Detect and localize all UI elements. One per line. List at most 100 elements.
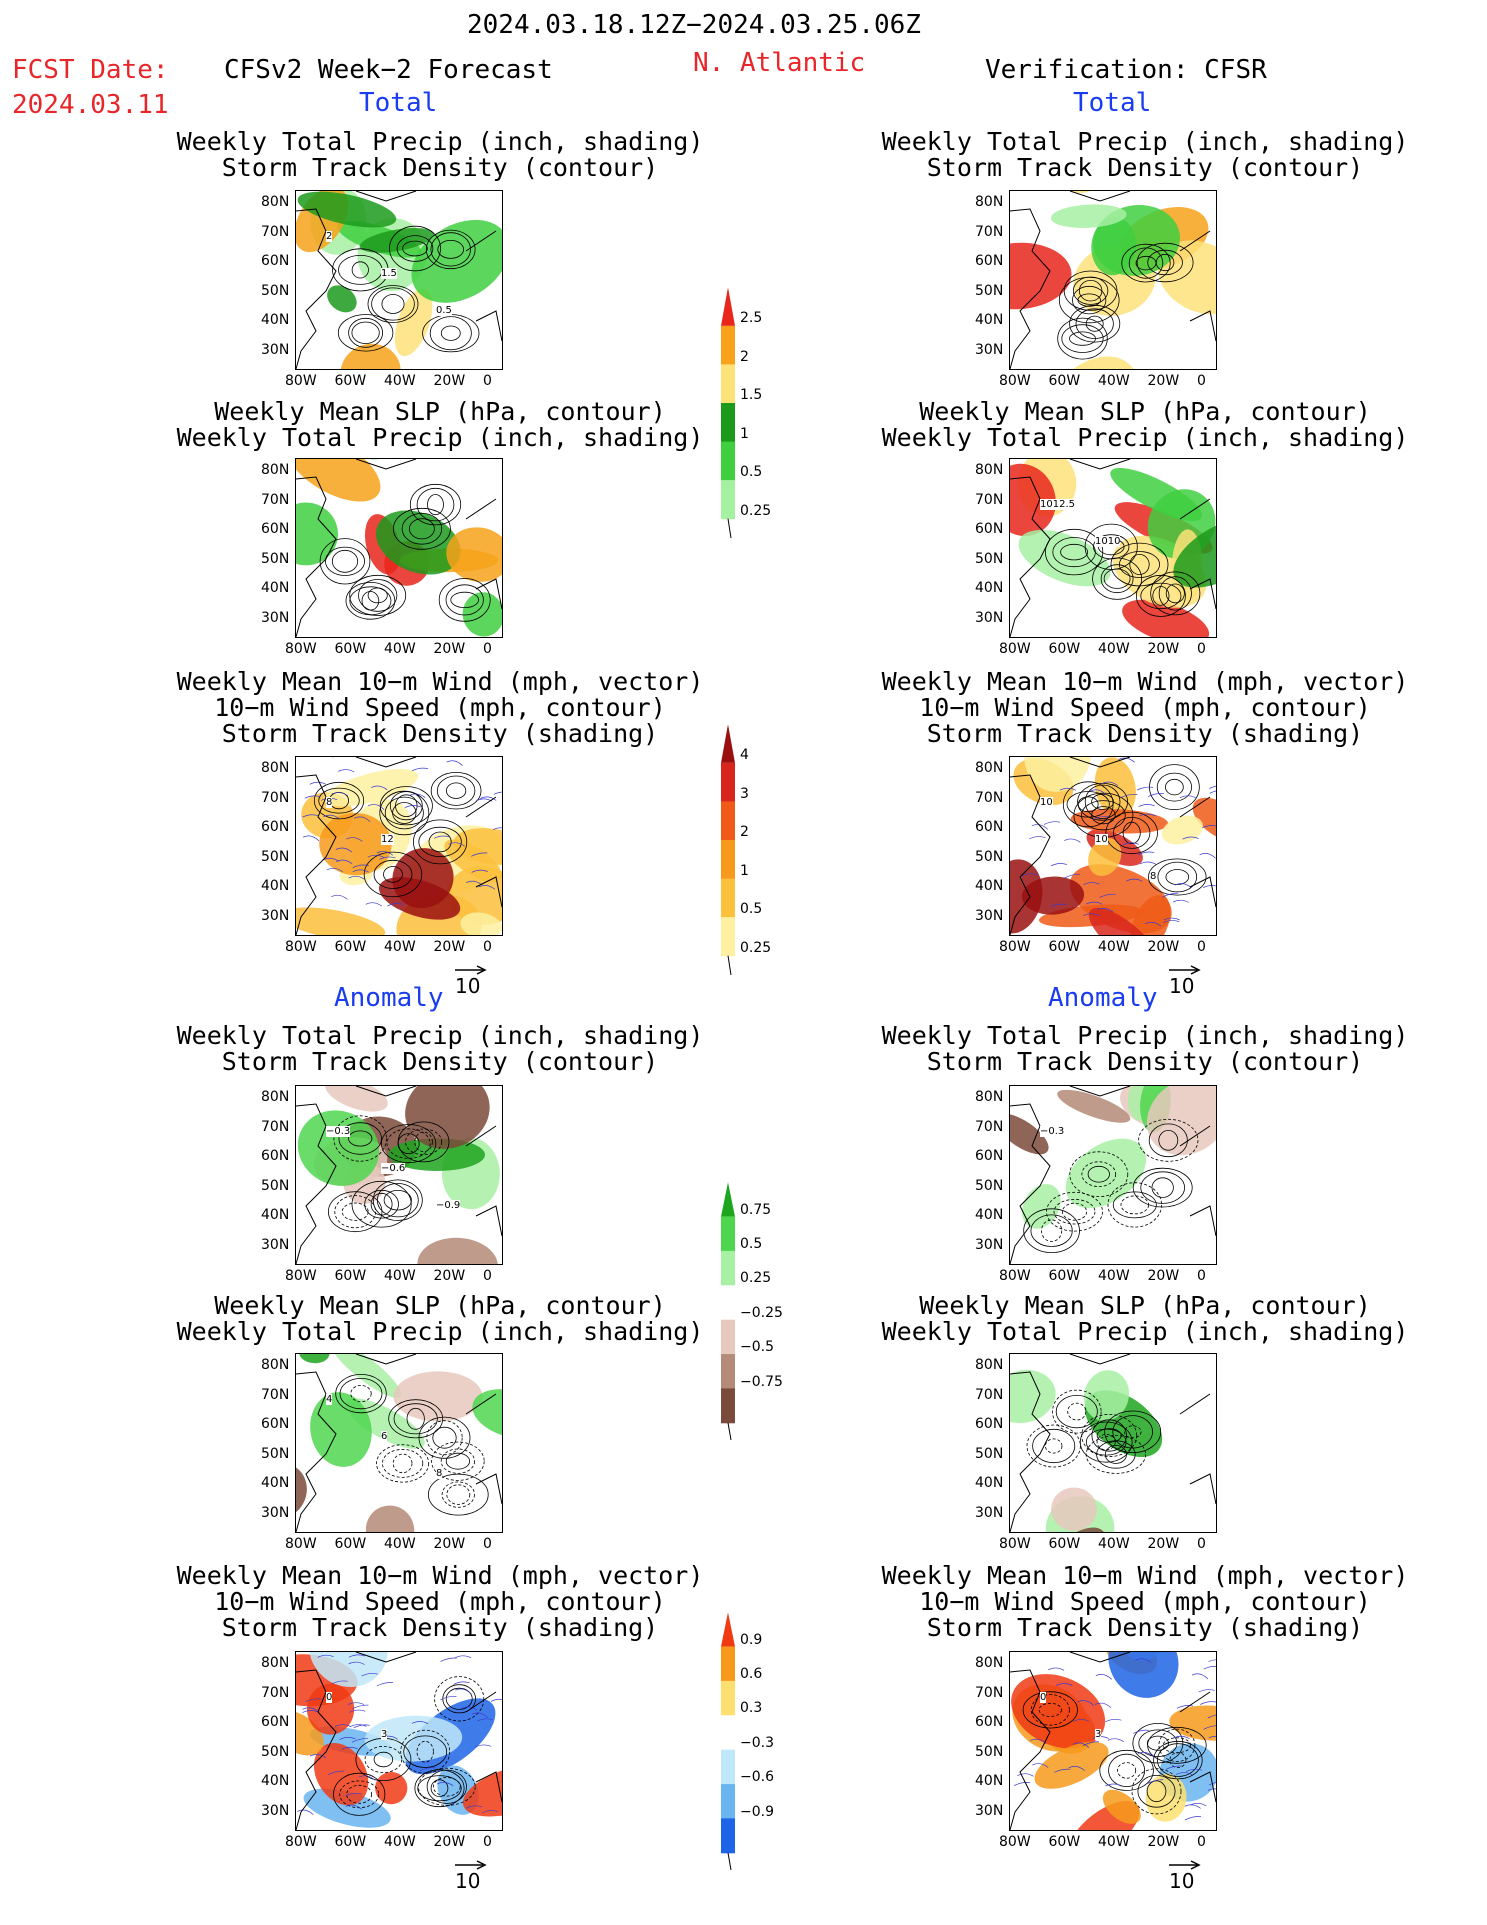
contour-line	[1057, 317, 1108, 360]
lat-tick-label: 30N	[975, 1504, 1004, 1521]
colorbar-swatch	[721, 480, 735, 520]
contour-line	[1117, 1762, 1137, 1779]
reference-vector-arrow	[1169, 965, 1201, 975]
contour-line	[402, 240, 428, 257]
lon-tick-label: 80W	[285, 939, 317, 955]
shading-area	[1021, 876, 1085, 915]
contour-line	[1085, 1428, 1127, 1456]
shading-area	[340, 343, 401, 369]
contour-line	[1022, 1691, 1078, 1729]
contour-line	[1038, 1702, 1062, 1717]
colorbar-track_total	[721, 724, 735, 976]
wind-vector	[1013, 1782, 1031, 1786]
contour-label: 10	[1040, 797, 1053, 808]
shading-area	[325, 1086, 388, 1112]
forecast-total-label: Total	[359, 88, 438, 118]
lat-tick-label: 80N	[261, 1655, 290, 1671]
contour-label: −0.9	[436, 1200, 461, 1211]
wind-vector	[454, 1655, 472, 1659]
shading-area	[411, 219, 502, 303]
lon-tick-label: 40W	[384, 373, 416, 389]
forecast-panel-3-map: 8 12	[295, 756, 503, 936]
lon-tick-label: 60W	[334, 373, 367, 389]
wind-vector	[350, 1724, 367, 1727]
wind-vector	[345, 1792, 362, 1797]
forecast-panel-6-title-line-3: Storm Track Density (shading)	[221, 1613, 659, 1642]
verification-total-label: Total	[1073, 88, 1152, 118]
contour-line	[351, 321, 380, 345]
lat-tick-label: 80N	[261, 1089, 290, 1105]
shading-area	[310, 1392, 372, 1467]
lon-tick-label: 40W	[384, 1834, 416, 1850]
contour-line	[1078, 279, 1103, 302]
lon-tick-label: 60W	[1048, 939, 1081, 955]
wind-vector	[1200, 1701, 1216, 1705]
shading-area	[1146, 1086, 1216, 1156]
contour-line	[1044, 528, 1104, 576]
lon-tick-label: 20W	[1147, 1536, 1180, 1552]
colorbar-swatch	[721, 1818, 735, 1854]
wind-vector	[1017, 1773, 1034, 1777]
colorbar-swatch	[721, 403, 735, 443]
verification-panel-5-title-line-1: Weekly Mean SLP (hPa, contour)	[919, 1291, 1371, 1320]
lat-tick-label: 70N	[261, 1118, 290, 1135]
lon-tick-label: 20W	[433, 641, 466, 657]
contour-line	[1085, 1435, 1146, 1474]
shading-area	[462, 1764, 502, 1817]
lat-tick-label: 80N	[975, 1357, 1004, 1373]
coastline	[1010, 1086, 1216, 1264]
lat-tick-label: 40N	[261, 1475, 290, 1491]
lat-tick-label: 70N	[261, 789, 290, 806]
contour-line	[384, 796, 424, 830]
contour-line	[364, 1189, 399, 1219]
contour-line	[430, 772, 482, 810]
shading-area	[296, 459, 381, 502]
contour-line	[319, 538, 371, 585]
contour-label: 12	[381, 834, 394, 845]
colorbar-label: 1	[740, 425, 749, 442]
lon-tick-label: 60W	[1048, 373, 1081, 389]
wind-vector	[317, 1654, 334, 1658]
colorbar-swatch	[721, 878, 735, 918]
shading-area	[1083, 1370, 1130, 1421]
contour-line	[381, 1449, 424, 1478]
lat-tick-label: 40N	[975, 1475, 1004, 1491]
reference-vector-label: 10	[455, 974, 481, 998]
forecast-panel-2-map	[295, 458, 503, 638]
lat-tick-label: 80N	[261, 462, 290, 478]
forecast-title: CFSv2 Week−2 Forecast	[224, 55, 553, 85]
contour-line	[1084, 523, 1138, 570]
wind-vector	[352, 864, 369, 869]
contour-line	[350, 1384, 372, 1403]
wind-vector	[1090, 789, 1107, 795]
contour-line	[446, 1484, 471, 1505]
lat-tick-label: 60N	[261, 521, 290, 537]
lat-tick-label: 30N	[975, 1236, 1004, 1253]
shading-area	[1050, 204, 1127, 228]
wind-vector	[1202, 885, 1216, 889]
wind-vector	[1208, 1782, 1216, 1786]
coastline	[1010, 191, 1216, 369]
lon-tick-label: 40W	[1098, 1268, 1130, 1284]
contour-label: 8	[436, 1468, 443, 1479]
contour-line	[341, 1202, 369, 1221]
lon-tick-label: 80W	[999, 373, 1031, 389]
lat-tick-label: 40N	[261, 1207, 290, 1223]
wind-vector	[1163, 920, 1180, 924]
coastline	[296, 459, 502, 637]
wind-vector	[1021, 873, 1038, 877]
lat-tick-label: 80N	[261, 1357, 290, 1373]
colorbar-label: −0.5	[740, 1339, 774, 1356]
contour-line	[1137, 1775, 1176, 1808]
lon-tick-label: 40W	[384, 1268, 416, 1284]
wind-vector	[302, 1710, 319, 1713]
verification-panel-5-map	[1009, 1353, 1217, 1533]
contour-label: 0	[326, 1692, 333, 1703]
wind-vector	[1047, 1667, 1065, 1671]
contour-line	[381, 294, 405, 314]
colorbar-swatch	[721, 1388, 735, 1424]
contour-line	[418, 826, 462, 858]
colorbar-swatch	[721, 1784, 735, 1819]
contour-line	[1132, 1167, 1193, 1208]
wind-vector	[1073, 1719, 1090, 1722]
